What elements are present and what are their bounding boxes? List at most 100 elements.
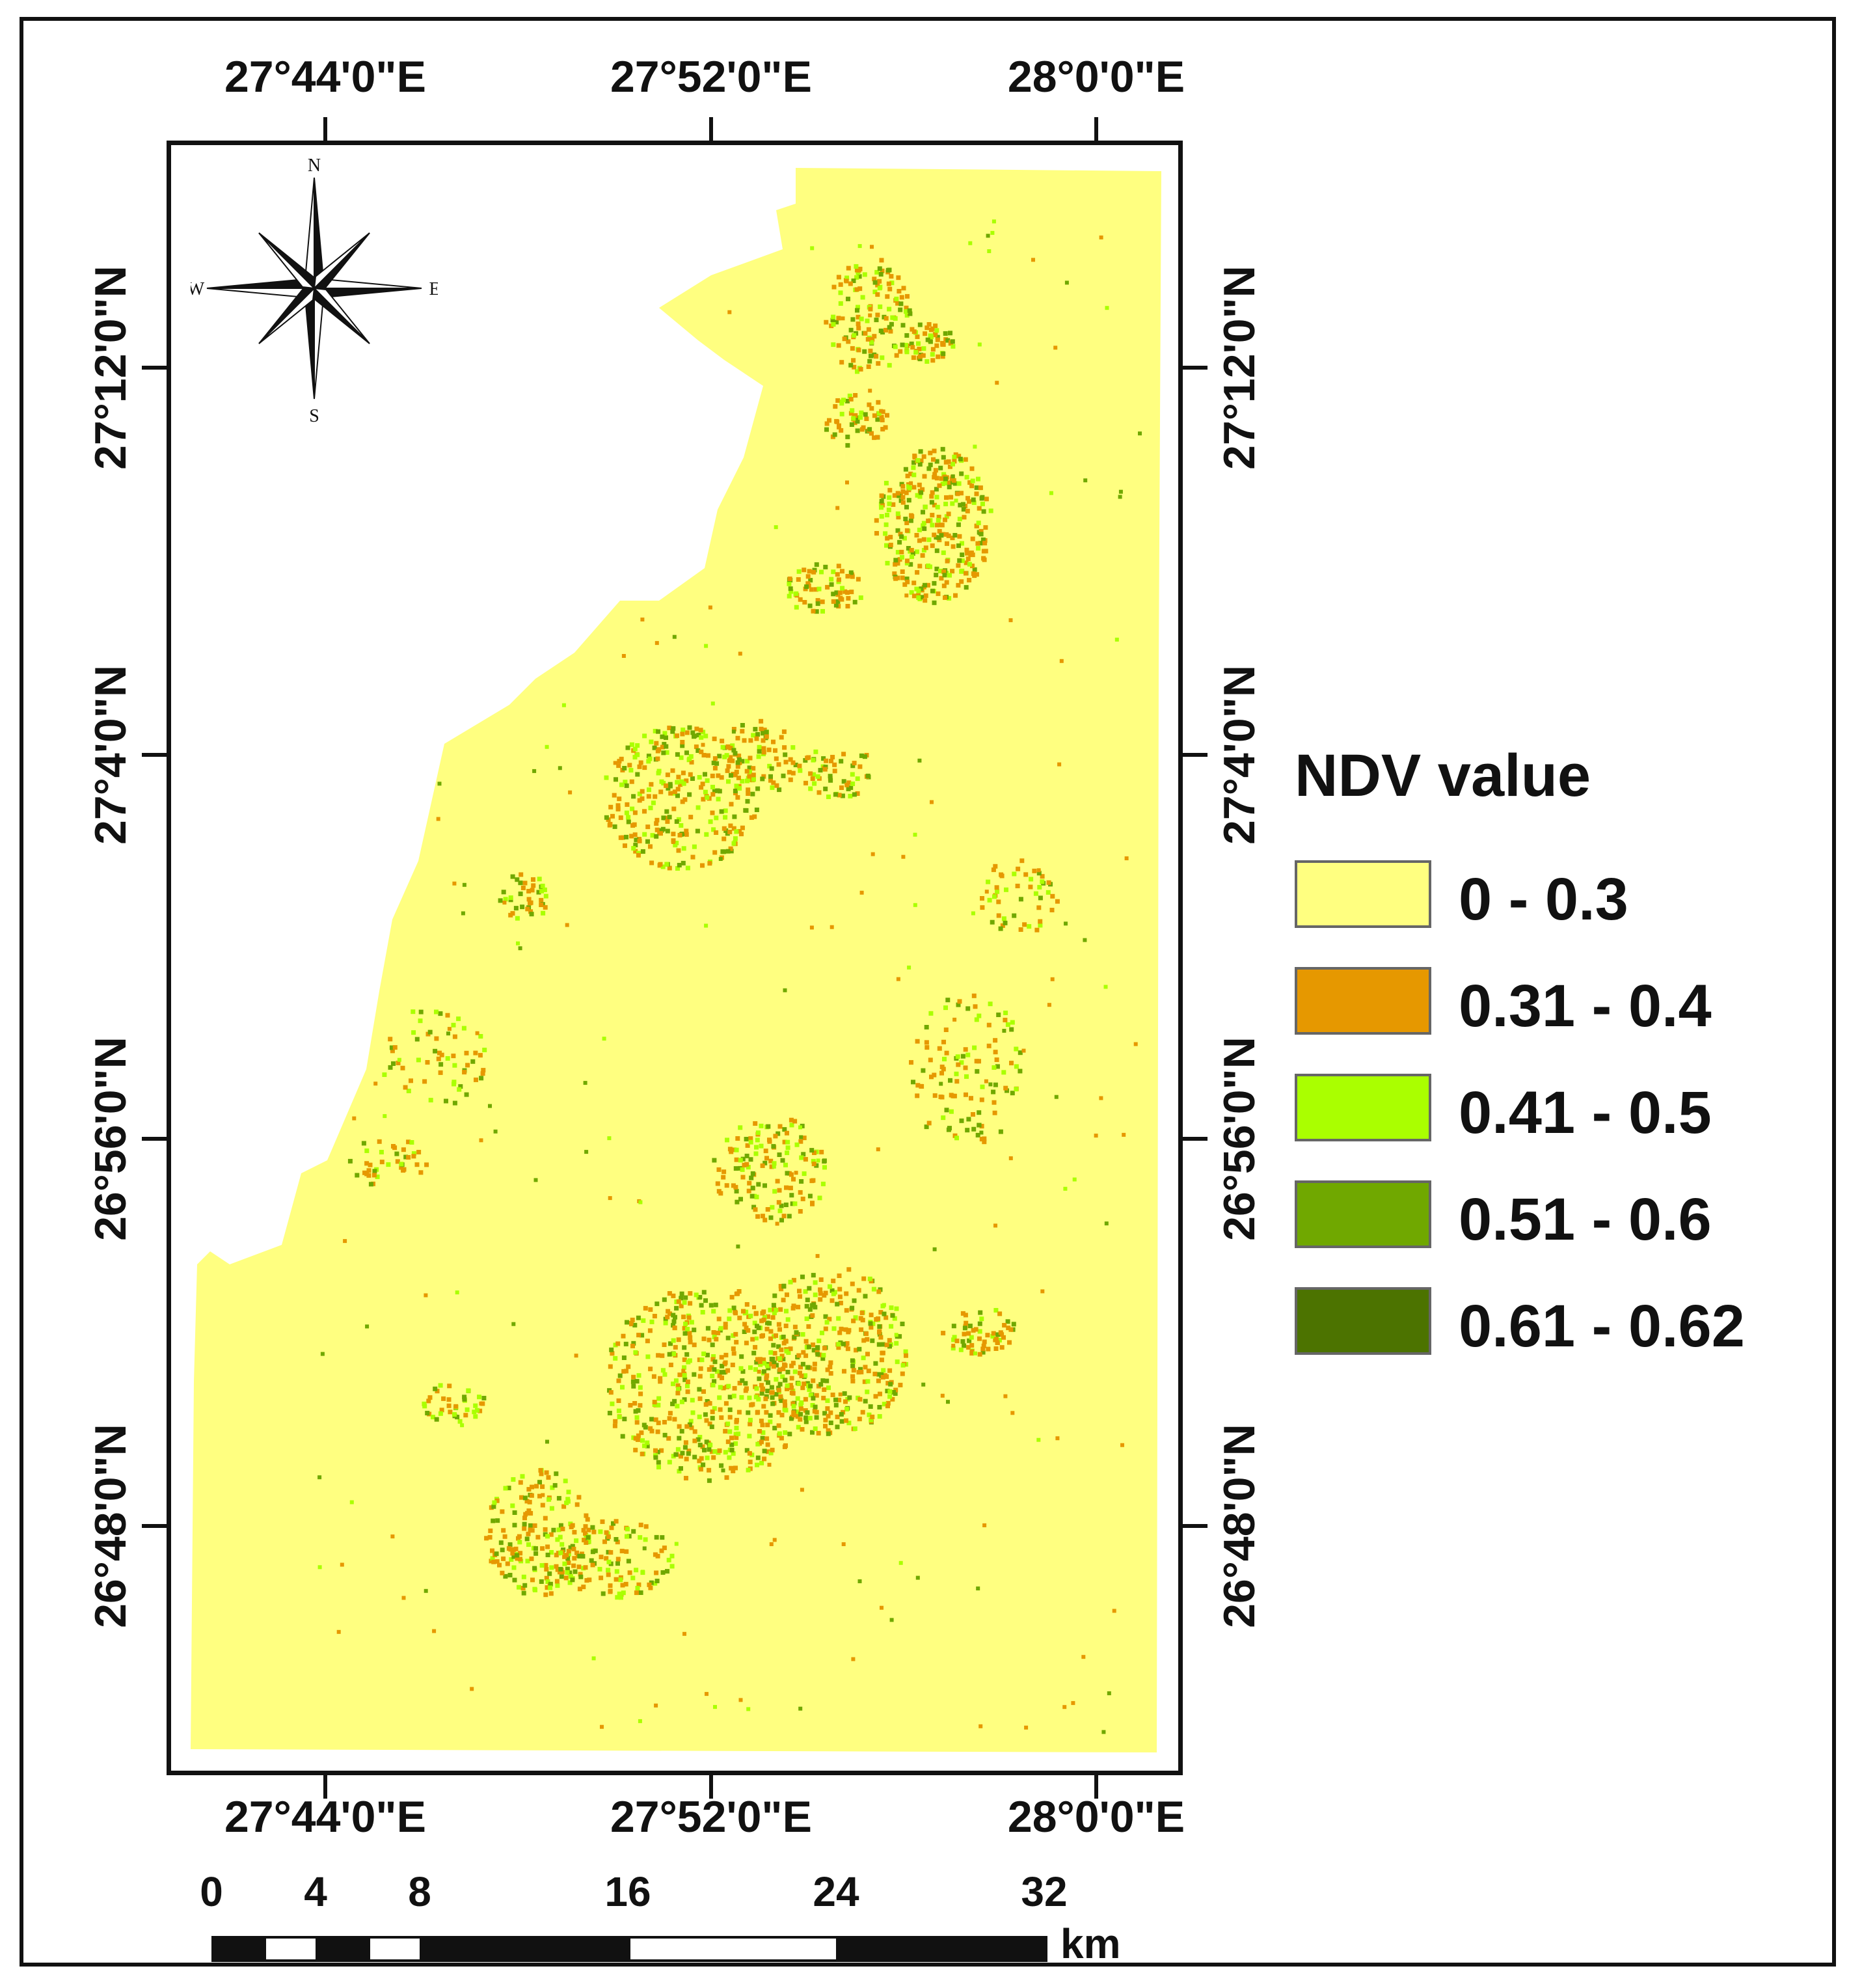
ndvi-pixel bbox=[653, 794, 658, 799]
ndvi-pixel bbox=[770, 1315, 776, 1320]
ndvi-pixel bbox=[432, 1629, 437, 1633]
ndvi-pixel bbox=[811, 772, 816, 777]
ndvi-pixel bbox=[885, 536, 890, 541]
ndvi-pixel bbox=[958, 502, 963, 508]
ndvi-pixel bbox=[727, 1395, 733, 1400]
ndvi-pixel bbox=[771, 1303, 776, 1308]
ndvi-pixel bbox=[971, 497, 976, 502]
ndvi-pixel bbox=[397, 1057, 401, 1062]
ndvi-pixel bbox=[950, 501, 955, 506]
ndvi-pixel bbox=[803, 1289, 808, 1294]
tick-right-1 bbox=[1181, 366, 1208, 370]
ndvi-pixel bbox=[799, 1135, 803, 1139]
ndvi-pixel bbox=[982, 541, 988, 546]
ndvi-pixel bbox=[716, 1316, 722, 1322]
ndvi-pixel bbox=[675, 752, 680, 757]
ndvi-pixel bbox=[734, 1157, 739, 1162]
ndvi-pixel bbox=[373, 1082, 378, 1086]
ndvi-pixel bbox=[986, 234, 990, 238]
ndvi-pixel bbox=[855, 428, 860, 433]
ndvi-pixel bbox=[753, 1121, 758, 1126]
ndvi-pixel bbox=[813, 1305, 818, 1310]
ndvi-pixel bbox=[438, 1411, 443, 1416]
ndvi-pixel bbox=[946, 1127, 951, 1132]
ndvi-pixel bbox=[869, 1417, 874, 1423]
ndvi-pixel bbox=[516, 941, 520, 946]
ndvi-pixel bbox=[671, 1323, 676, 1328]
ndvi-pixel bbox=[684, 832, 689, 837]
ndvi-pixel bbox=[943, 480, 947, 485]
ndvi-pixel bbox=[631, 1374, 636, 1380]
ndvi-pixel bbox=[891, 502, 896, 507]
ndvi-pixel bbox=[760, 776, 765, 782]
ndvi-pixel bbox=[447, 1027, 452, 1031]
ndvi-pixel bbox=[880, 268, 885, 273]
ndvi-pixel bbox=[949, 495, 954, 500]
ndvi-pixel bbox=[654, 1579, 660, 1583]
ndvi-pixel bbox=[782, 1127, 787, 1132]
ndvi-pixel bbox=[876, 1372, 882, 1377]
ndvi-pixel bbox=[578, 1572, 583, 1577]
ndvi-pixel bbox=[944, 514, 949, 519]
ndvi-pixel bbox=[810, 776, 815, 782]
ndvi-pixel bbox=[692, 1429, 697, 1434]
ndvi-pixel bbox=[539, 1563, 545, 1568]
ndvi-pixel bbox=[797, 1288, 802, 1294]
ndvi-pixel bbox=[610, 1351, 615, 1356]
ndvi-pixel bbox=[470, 1059, 476, 1064]
ndvi-pixel bbox=[672, 1398, 677, 1404]
ndvi-pixel bbox=[643, 1524, 649, 1529]
ndvi-pixel bbox=[536, 890, 541, 895]
ndvi-pixel bbox=[921, 523, 926, 528]
ndvi-pixel bbox=[957, 999, 962, 1004]
ndvi-pixel bbox=[862, 272, 867, 277]
ndvi-pixel bbox=[844, 1291, 849, 1296]
ndvi-pixel bbox=[757, 744, 762, 750]
ndvi-pixel bbox=[725, 768, 730, 773]
ndvi-pixel bbox=[480, 1071, 485, 1076]
ndvi-pixel bbox=[707, 1401, 712, 1406]
ndvi-pixel bbox=[850, 1305, 855, 1311]
ndvi-pixel bbox=[957, 517, 962, 522]
ndvi-pixel bbox=[414, 1162, 420, 1167]
ndvi-pixel bbox=[791, 1303, 796, 1309]
ndvi-pixel bbox=[781, 1298, 786, 1303]
ndvi-pixel bbox=[811, 1378, 816, 1383]
ndvi-pixel bbox=[638, 1385, 643, 1390]
ndvi-pixel bbox=[970, 478, 975, 483]
ndvi-pixel bbox=[939, 576, 944, 581]
tick-left-3 bbox=[142, 1137, 168, 1141]
ndvi-pixel bbox=[539, 1471, 544, 1477]
ndvi-pixel bbox=[686, 1449, 692, 1454]
ndvi-pixel bbox=[790, 745, 796, 750]
tick-top-2 bbox=[709, 117, 713, 143]
ndvi-pixel bbox=[559, 1574, 564, 1579]
ndvi-pixel bbox=[501, 890, 506, 895]
ndvi-pixel bbox=[814, 562, 819, 567]
ndvi-pixel bbox=[909, 481, 913, 485]
ndvi-pixel bbox=[959, 471, 964, 476]
ndvi-pixel bbox=[879, 258, 884, 263]
ndvi-pixel bbox=[844, 1342, 849, 1348]
ndvi-pixel bbox=[887, 487, 893, 493]
ndvi-pixel bbox=[681, 846, 686, 851]
ndvi-pixel bbox=[464, 1092, 469, 1097]
ndvi-pixel bbox=[784, 1348, 789, 1354]
ndvi-pixel bbox=[656, 1460, 661, 1465]
ndvi-pixel bbox=[721, 1175, 726, 1180]
ndvi-pixel bbox=[558, 1534, 563, 1540]
ndvi-pixel bbox=[846, 1329, 851, 1335]
ndvi-pixel bbox=[525, 906, 530, 912]
ndvi-pixel bbox=[1038, 895, 1043, 901]
ndvi-pixel bbox=[821, 1395, 826, 1400]
ndvi-pixel bbox=[728, 846, 733, 851]
ndvi-pixel bbox=[549, 1565, 554, 1570]
ndvi-pixel bbox=[974, 524, 979, 528]
ndvi-pixel bbox=[667, 1291, 672, 1296]
ndvi-pixel bbox=[372, 1169, 377, 1174]
ndvi-pixel bbox=[799, 1179, 804, 1184]
ndvi-pixel bbox=[628, 768, 634, 773]
ndvi-pixel bbox=[577, 1553, 582, 1559]
ndvi-pixel bbox=[451, 1054, 456, 1059]
ndvi-pixel bbox=[764, 1376, 769, 1381]
